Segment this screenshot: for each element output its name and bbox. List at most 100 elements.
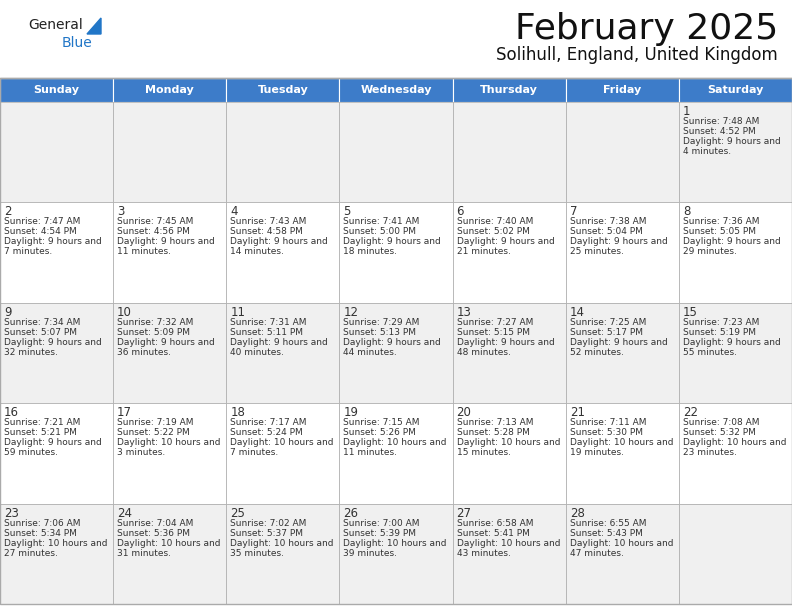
- Text: Sunset: 5:07 PM: Sunset: 5:07 PM: [4, 328, 77, 337]
- Text: Sunrise: 7:15 AM: Sunrise: 7:15 AM: [344, 418, 420, 427]
- Bar: [0, 504, 113, 604]
- Bar: [679, 303, 792, 403]
- Bar: [0, 78, 113, 102]
- Text: Sunday: Sunday: [33, 85, 79, 95]
- Bar: [113, 78, 227, 102]
- Bar: [565, 504, 679, 604]
- Text: 40 minutes.: 40 minutes.: [230, 348, 284, 357]
- Text: Daylight: 10 hours and: Daylight: 10 hours and: [344, 539, 447, 548]
- Text: 19: 19: [344, 406, 359, 419]
- Text: Sunrise: 7:32 AM: Sunrise: 7:32 AM: [117, 318, 193, 327]
- Text: 10: 10: [117, 306, 132, 319]
- Text: Daylight: 9 hours and: Daylight: 9 hours and: [230, 237, 328, 247]
- Text: Friday: Friday: [604, 85, 642, 95]
- Text: Sunset: 5:00 PM: Sunset: 5:00 PM: [344, 228, 417, 236]
- Text: 31 minutes.: 31 minutes.: [117, 548, 171, 558]
- Text: Sunrise: 7:41 AM: Sunrise: 7:41 AM: [344, 217, 420, 226]
- Text: 18 minutes.: 18 minutes.: [344, 247, 398, 256]
- Text: 11 minutes.: 11 minutes.: [117, 247, 171, 256]
- Text: 25 minutes.: 25 minutes.: [569, 247, 623, 256]
- Text: 26: 26: [344, 507, 359, 520]
- Text: Daylight: 9 hours and: Daylight: 9 hours and: [683, 237, 781, 247]
- Text: 3: 3: [117, 206, 124, 218]
- Text: 11: 11: [230, 306, 246, 319]
- Text: Saturday: Saturday: [707, 85, 763, 95]
- Text: 20: 20: [456, 406, 471, 419]
- Text: 35 minutes.: 35 minutes.: [230, 548, 284, 558]
- Text: Sunrise: 7:23 AM: Sunrise: 7:23 AM: [683, 318, 760, 327]
- Text: Sunset: 5:41 PM: Sunset: 5:41 PM: [456, 529, 529, 537]
- Text: 25: 25: [230, 507, 246, 520]
- Text: 36 minutes.: 36 minutes.: [117, 348, 171, 357]
- Text: 15 minutes.: 15 minutes.: [456, 448, 511, 457]
- Text: Daylight: 10 hours and: Daylight: 10 hours and: [230, 539, 333, 548]
- Text: Sunset: 5:34 PM: Sunset: 5:34 PM: [4, 529, 77, 537]
- Text: 7: 7: [569, 206, 577, 218]
- Text: 29 minutes.: 29 minutes.: [683, 247, 737, 256]
- Text: 47 minutes.: 47 minutes.: [569, 548, 623, 558]
- Text: 14: 14: [569, 306, 584, 319]
- Bar: [452, 203, 565, 303]
- Bar: [113, 403, 227, 504]
- Text: Thursday: Thursday: [480, 85, 538, 95]
- Text: Sunrise: 7:06 AM: Sunrise: 7:06 AM: [4, 518, 81, 528]
- Polygon shape: [87, 18, 101, 34]
- Text: 7 minutes.: 7 minutes.: [230, 448, 279, 457]
- Text: Sunset: 5:19 PM: Sunset: 5:19 PM: [683, 328, 756, 337]
- Text: 27 minutes.: 27 minutes.: [4, 548, 58, 558]
- Text: 3 minutes.: 3 minutes.: [117, 448, 166, 457]
- Text: 55 minutes.: 55 minutes.: [683, 348, 737, 357]
- Text: Sunrise: 7:13 AM: Sunrise: 7:13 AM: [456, 418, 533, 427]
- Bar: [565, 403, 679, 504]
- Bar: [340, 303, 452, 403]
- Text: 12: 12: [344, 306, 359, 319]
- Text: Tuesday: Tuesday: [257, 85, 308, 95]
- Text: 21: 21: [569, 406, 584, 419]
- Text: Sunrise: 7:17 AM: Sunrise: 7:17 AM: [230, 418, 307, 427]
- Text: Solihull, England, United Kingdom: Solihull, England, United Kingdom: [497, 46, 778, 64]
- Text: 44 minutes.: 44 minutes.: [344, 348, 397, 357]
- Text: 7 minutes.: 7 minutes.: [4, 247, 52, 256]
- Text: Sunrise: 7:29 AM: Sunrise: 7:29 AM: [344, 318, 420, 327]
- Bar: [679, 102, 792, 203]
- Text: Sunrise: 7:00 AM: Sunrise: 7:00 AM: [344, 518, 420, 528]
- Text: Sunset: 4:52 PM: Sunset: 4:52 PM: [683, 127, 756, 136]
- Text: Daylight: 9 hours and: Daylight: 9 hours and: [344, 237, 441, 247]
- Text: Daylight: 10 hours and: Daylight: 10 hours and: [569, 438, 673, 447]
- Text: 11 minutes.: 11 minutes.: [344, 448, 398, 457]
- Bar: [227, 78, 340, 102]
- Text: 23 minutes.: 23 minutes.: [683, 448, 737, 457]
- Text: Daylight: 10 hours and: Daylight: 10 hours and: [117, 438, 221, 447]
- Text: Sunrise: 7:27 AM: Sunrise: 7:27 AM: [456, 318, 533, 327]
- Bar: [0, 303, 113, 403]
- Text: Daylight: 9 hours and: Daylight: 9 hours and: [4, 237, 101, 247]
- Bar: [340, 78, 452, 102]
- Text: 1: 1: [683, 105, 691, 118]
- Text: Sunset: 5:37 PM: Sunset: 5:37 PM: [230, 529, 303, 537]
- Text: Daylight: 9 hours and: Daylight: 9 hours and: [456, 338, 554, 347]
- Bar: [340, 403, 452, 504]
- Bar: [227, 303, 340, 403]
- Text: Sunrise: 7:08 AM: Sunrise: 7:08 AM: [683, 418, 760, 427]
- Text: Sunrise: 7:40 AM: Sunrise: 7:40 AM: [456, 217, 533, 226]
- Text: Sunset: 5:05 PM: Sunset: 5:05 PM: [683, 228, 756, 236]
- Text: Sunrise: 7:43 AM: Sunrise: 7:43 AM: [230, 217, 307, 226]
- Text: Sunset: 5:04 PM: Sunset: 5:04 PM: [569, 228, 642, 236]
- Text: 19 minutes.: 19 minutes.: [569, 448, 624, 457]
- Text: Daylight: 10 hours and: Daylight: 10 hours and: [569, 539, 673, 548]
- Text: Daylight: 9 hours and: Daylight: 9 hours and: [569, 338, 668, 347]
- Text: February 2025: February 2025: [515, 12, 778, 46]
- Text: Sunrise: 7:04 AM: Sunrise: 7:04 AM: [117, 518, 193, 528]
- Text: Monday: Monday: [146, 85, 194, 95]
- Text: 59 minutes.: 59 minutes.: [4, 448, 58, 457]
- Text: 27: 27: [456, 507, 471, 520]
- Text: Sunset: 5:09 PM: Sunset: 5:09 PM: [117, 328, 190, 337]
- Bar: [452, 102, 565, 203]
- Text: 17: 17: [117, 406, 132, 419]
- Text: Sunset: 5:21 PM: Sunset: 5:21 PM: [4, 428, 77, 437]
- Bar: [227, 504, 340, 604]
- Text: 4 minutes.: 4 minutes.: [683, 147, 731, 156]
- Bar: [113, 203, 227, 303]
- Bar: [679, 203, 792, 303]
- Text: Daylight: 9 hours and: Daylight: 9 hours and: [344, 338, 441, 347]
